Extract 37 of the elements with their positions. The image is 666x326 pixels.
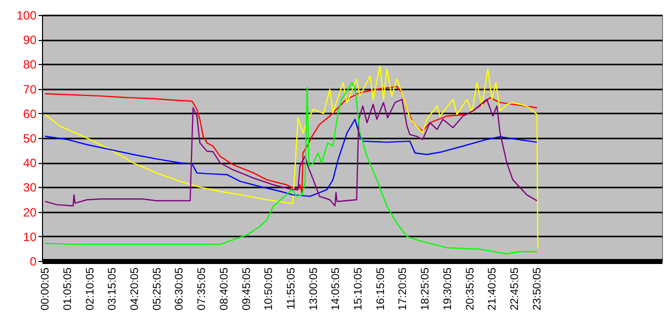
y-tick-label: 30 [23,180,37,195]
x-tick-label: 22:45:05 [509,268,522,310]
x-tick-label: 04:20:05 [129,268,142,310]
x-tick-label: 16:15:05 [374,268,387,310]
line-series [44,118,538,197]
y-tick-label: 10 [23,230,37,244]
x-tick-label: 11:55:05 [285,268,298,310]
y-tick-label: 50 [23,132,37,146]
x-tick-label: 06:30:05 [174,268,186,310]
x-tick-label: 21:40:05 [486,268,499,310]
line-series [44,98,538,206]
x-tick-label: 03:15:05 [106,268,119,310]
y-tick-label: 40 [23,156,37,170]
y-tick-label: 70 [23,82,37,96]
y-tick-label: 100 [16,8,37,22]
y-tick-label: 80 [23,58,37,72]
x-tick-label: 00:00:05 [40,268,52,310]
x-tick-label: 23:50:05 [531,268,544,310]
x-tick-label: 14:05:05 [330,268,342,310]
x-tick-label: 01:05:05 [62,268,74,310]
x-tick-label: 18:25:05 [420,268,432,310]
x-tick-label: 20:35:05 [464,268,476,310]
x-tick-label: 08:40:05 [218,268,230,310]
x-tick-label: 10:50:05 [263,268,276,310]
x-tick-label: 09:45:05 [240,268,253,310]
x-tick-label: 17:20:05 [397,268,410,310]
x-tick-label: 15:10:05 [352,268,365,310]
y-tick-label: 60 [23,106,37,121]
y-tick-label: 0 [30,254,37,268]
y-tick-label: 90 [23,33,37,48]
y-tick-label: 20 [23,205,37,220]
x-tick-label: 07:35:05 [196,268,208,310]
x-tick-label: 19:30:05 [442,268,454,310]
x-tick-label: 05:25:05 [151,268,164,310]
x-tick-label: 02:10:05 [84,268,96,310]
x-tick-label: 13:00:05 [308,268,320,310]
line-series [44,86,538,194]
